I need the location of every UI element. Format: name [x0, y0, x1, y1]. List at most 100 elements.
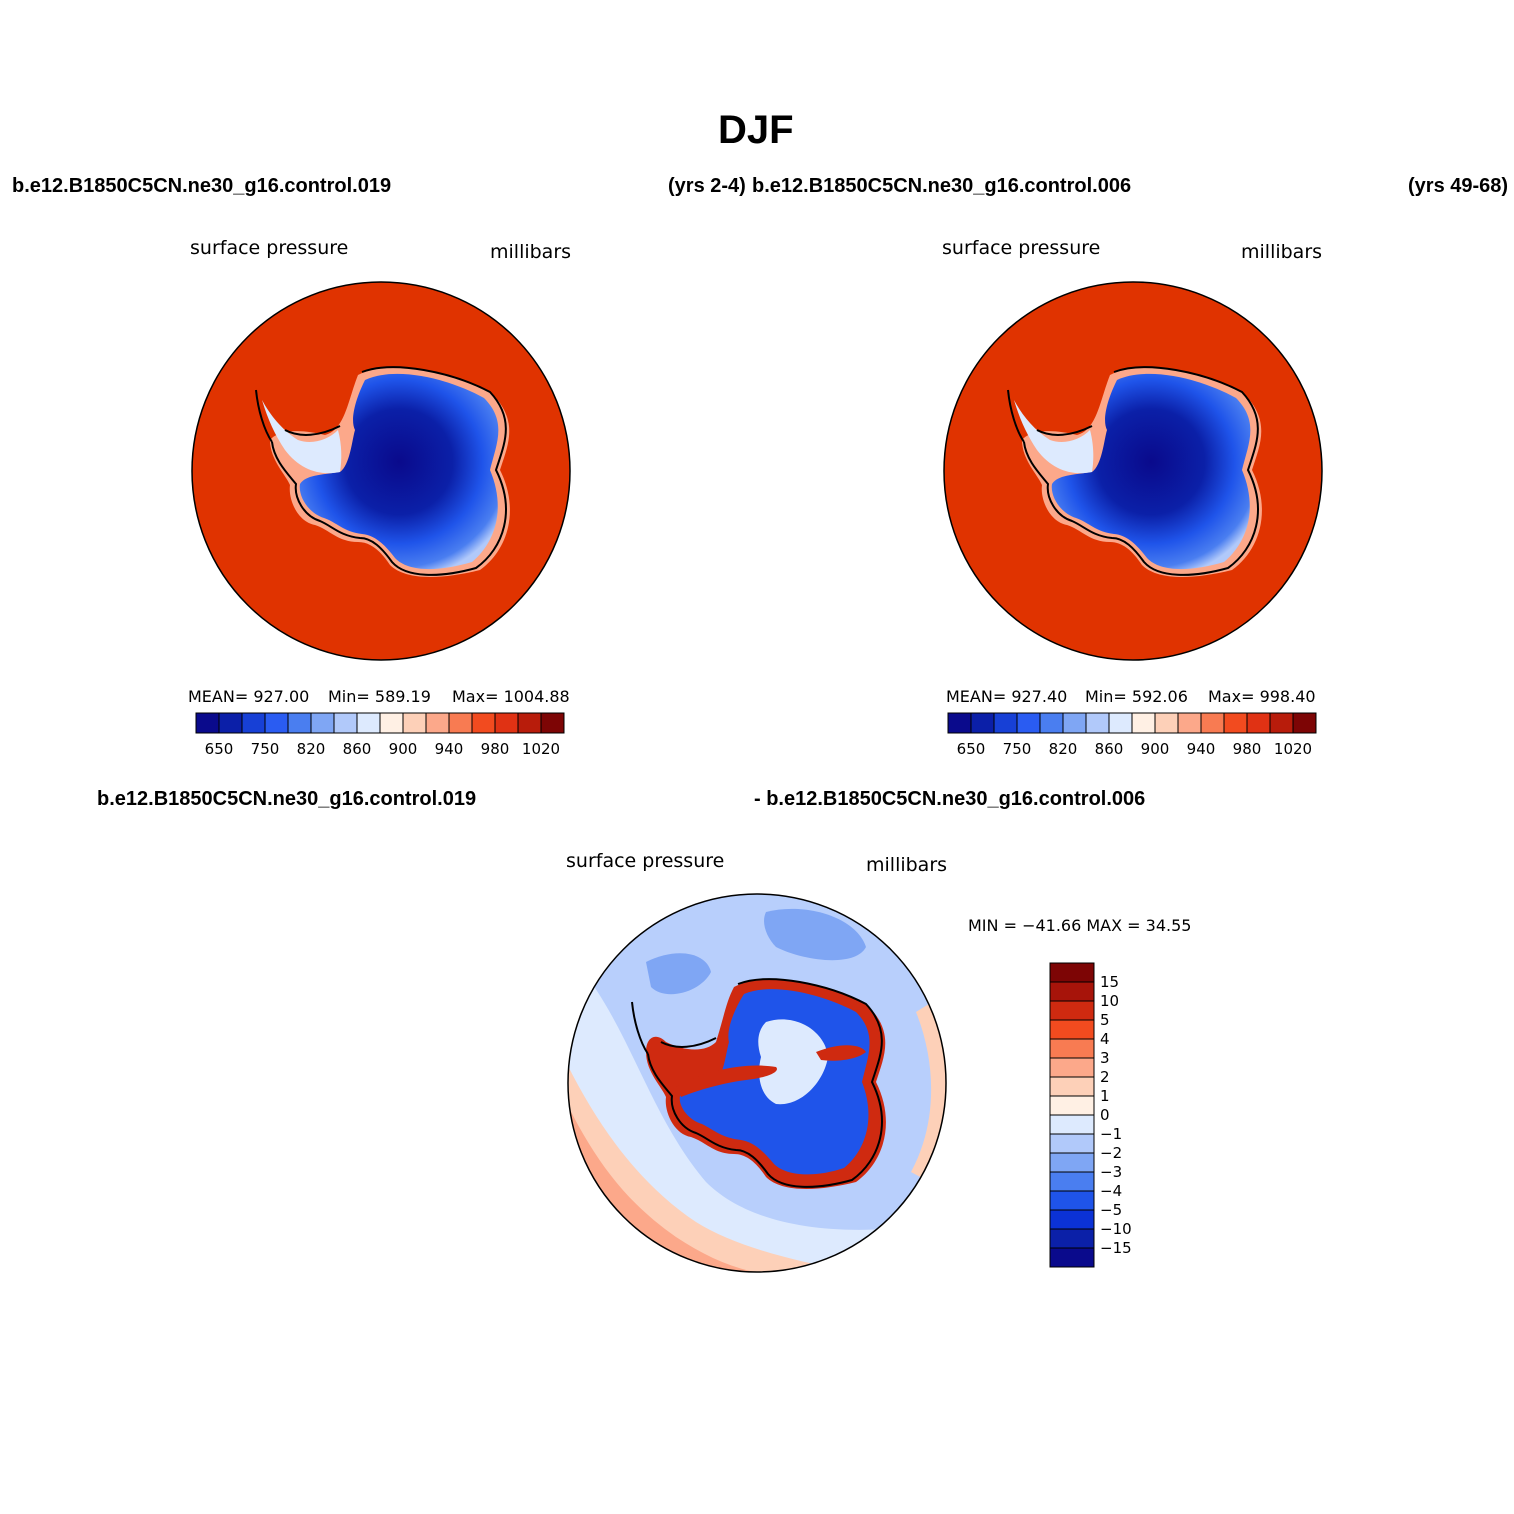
- colorbar-tick-label: −10: [1100, 1220, 1132, 1238]
- top-left-years: (yrs 2-4): [668, 175, 746, 197]
- colorbar-tick-label: −15: [1100, 1239, 1132, 1257]
- colorbar-tick-label: 860: [343, 740, 372, 758]
- top-left-variable-label: surface pressure: [190, 237, 349, 259]
- colorbar-tick-label: 900: [389, 740, 418, 758]
- bottom-minmax: MIN = −41.66 MAX = 34.55: [968, 916, 1192, 935]
- colorbar-tick-label: −2: [1100, 1144, 1122, 1162]
- colorbar-box: [356, 712, 381, 734]
- colorbar-box: [448, 712, 473, 734]
- colorbar-tick-label: 980: [1233, 740, 1262, 758]
- top-right-mean: MEAN= 927.40: [946, 687, 1068, 706]
- top-left-polar-map: [191, 281, 571, 661]
- colorbar-tick-label: −5: [1100, 1201, 1122, 1219]
- colorbar-tick-label: −1: [1100, 1125, 1122, 1143]
- colorbar-box: [1039, 712, 1064, 734]
- top-right-years: (yrs 49-68): [1408, 175, 1508, 197]
- colorbar-box: [1049, 1000, 1095, 1021]
- colorbar-tick-label: 940: [1187, 740, 1216, 758]
- colorbar-tick-label: 2: [1100, 1068, 1110, 1086]
- colorbar-box: [425, 712, 450, 734]
- antarctica-diff-positive-streak-2: [816, 1045, 866, 1061]
- colorbar-box: [1049, 1133, 1095, 1154]
- difference-polar-map: [567, 893, 947, 1273]
- colorbar-box: [1049, 1190, 1095, 1211]
- colorbar-tick-label: 650: [957, 740, 986, 758]
- colorbar-box: [1049, 1247, 1095, 1268]
- antarctica-ice: [1051, 373, 1251, 570]
- colorbar-tick-label: 900: [1141, 740, 1170, 758]
- colorbar-box: [494, 712, 519, 734]
- colorbar-box: [1154, 712, 1179, 734]
- colorbar-box: [1049, 1209, 1095, 1230]
- colorbar-box: [1177, 712, 1202, 734]
- colorbar-box: [1049, 962, 1095, 983]
- colorbar-box: [1049, 1228, 1095, 1249]
- colorbar-box: [218, 712, 243, 734]
- top-right-units-label: millibars: [1241, 241, 1323, 263]
- colorbar-tick-label: 15: [1100, 973, 1119, 991]
- top-right-max: Max= 998.40: [1208, 687, 1316, 706]
- colorbar-box: [970, 712, 995, 734]
- colorbar-tick-label: 1020: [522, 740, 560, 758]
- antarctica-diff-light: [758, 1019, 828, 1105]
- colorbar-tick-label: 820: [1049, 740, 1078, 758]
- colorbar-tick-label: 750: [1003, 740, 1032, 758]
- bottom-case-a-title: b.e12.B1850C5CN.ne30_g16.control.019: [97, 788, 477, 810]
- colorbar-box: [264, 712, 289, 734]
- colorbar-tick-label: 5: [1100, 1011, 1110, 1029]
- top-left-units-label: millibars: [490, 241, 572, 263]
- coastline: [1007, 366, 1259, 576]
- top-right-polar-map: [943, 281, 1323, 661]
- antarctic-peninsula: [262, 400, 342, 474]
- colorbar-box: [1246, 712, 1271, 734]
- top-left-colorbar: 650 750 820 860 900 940 980 1020: [195, 712, 565, 758]
- colorbar-box: [1269, 712, 1294, 734]
- colorbar-tick-label: 940: [435, 740, 464, 758]
- bottom-units-label: millibars: [866, 854, 948, 876]
- colorbar-tick-label: 980: [481, 740, 510, 758]
- bottom-case-b-title: - b.e12.B1850C5CN.ne30_g16.control.006: [754, 788, 1146, 810]
- colorbar-tick-label: 4: [1100, 1030, 1110, 1048]
- colorbar-tick-label: −4: [1100, 1182, 1122, 1200]
- antarctic-peninsula: [1014, 400, 1094, 474]
- colorbar-box: [540, 712, 565, 734]
- colorbar-box: [310, 712, 335, 734]
- colorbar-tick-label: 10: [1100, 992, 1119, 1010]
- colorbar-box: [993, 712, 1018, 734]
- colorbar-box: [1049, 1095, 1095, 1116]
- top-right-case-title: b.e12.B1850C5CN.ne30_g16.control.006: [752, 175, 1132, 197]
- colorbar-box: [1016, 712, 1041, 734]
- diff-negative-patch-1: [764, 908, 866, 961]
- colorbar-box: [471, 712, 496, 734]
- top-left-case-title: b.e12.B1850C5CN.ne30_g16.control.019: [12, 175, 392, 197]
- colorbar-box: [287, 712, 312, 734]
- colorbar-tick-label: 750: [251, 740, 280, 758]
- top-right-variable-label: surface pressure: [942, 237, 1101, 259]
- colorbar-tick-label: 860: [1095, 740, 1124, 758]
- colorbar-box: [241, 712, 266, 734]
- diff-negative-patch-2: [646, 953, 711, 995]
- top-left-max: Max= 1004.88: [452, 687, 570, 706]
- colorbar-box: [1049, 1057, 1095, 1078]
- colorbar-box: [1062, 712, 1087, 734]
- top-left-mean: MEAN= 927.00: [188, 687, 310, 706]
- colorbar-box: [1049, 1019, 1095, 1040]
- coastline: [255, 366, 507, 576]
- colorbar-box: [947, 712, 972, 734]
- colorbar-box: [402, 712, 427, 734]
- coastline: [631, 978, 883, 1188]
- colorbar-tick-label: 650: [205, 740, 234, 758]
- top-right-colorbar: 650 750 820 860 900 940 980 1020: [947, 712, 1317, 758]
- colorbar-tick-label: 1: [1100, 1087, 1110, 1105]
- colorbar-tick-label: 1020: [1274, 740, 1312, 758]
- colorbar-box: [1200, 712, 1225, 734]
- colorbar-box: [333, 712, 358, 734]
- colorbar-box: [1049, 1076, 1095, 1097]
- diff-near-zero-band: [568, 952, 946, 1272]
- page-title: DJF: [718, 108, 794, 152]
- top-left-min: Min= 589.19: [328, 687, 431, 706]
- colorbar-box: [1108, 712, 1133, 734]
- colorbar-tick-label: 0: [1100, 1106, 1110, 1124]
- colorbar-tick-label: 820: [297, 740, 326, 758]
